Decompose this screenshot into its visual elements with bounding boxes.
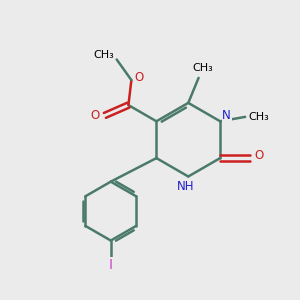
Text: I: I xyxy=(109,258,113,272)
Text: O: O xyxy=(134,70,143,84)
Text: O: O xyxy=(254,149,264,162)
Text: CH₃: CH₃ xyxy=(93,50,114,60)
Text: NH: NH xyxy=(177,180,195,193)
Text: CH₃: CH₃ xyxy=(193,63,213,73)
Text: O: O xyxy=(91,109,100,122)
Text: N: N xyxy=(222,110,231,122)
Text: CH₃: CH₃ xyxy=(248,112,269,122)
